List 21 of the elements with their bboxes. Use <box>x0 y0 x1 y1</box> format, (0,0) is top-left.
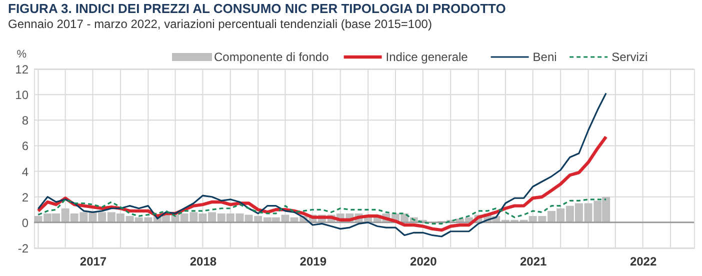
chart-subtitle: Gennaio 2017 - marzo 2022, variazioni percentuali tendenziali (base 2015=100) <box>8 17 432 31</box>
y-tick-label: 6 <box>22 139 29 154</box>
y-tick-label: 2 <box>22 190 29 204</box>
y-tick-label: -2 <box>18 242 29 256</box>
y-tick-label: 12 <box>15 62 29 76</box>
y-tick-label: 4 <box>22 164 29 179</box>
legend-label: Componente di fondo <box>214 50 330 64</box>
legend-label: Servizi <box>612 50 648 64</box>
legend-label: Indice generale <box>386 50 468 64</box>
y-tick-label: 0 <box>22 216 29 230</box>
x-tick-label: 2022 <box>630 254 657 268</box>
y-tick-label: 8 <box>22 114 29 128</box>
chart-title: FIGURA 3. INDICI DEI PREZZI AL CONSUMO NIC PER TIPOLOGIA DI PRODOTTO <box>8 1 506 16</box>
y-tick-label: 10 <box>15 88 29 102</box>
x-tick-label: 2020 <box>410 254 438 268</box>
x-tick-label: 2021 <box>520 254 548 268</box>
x-tick-label: 2017 <box>80 254 107 268</box>
y-axis-title: % <box>16 48 27 60</box>
legend-label: Beni <box>532 50 557 64</box>
x-tick-label: 2018 <box>190 254 217 268</box>
x-tick-label: 2019 <box>300 254 327 268</box>
